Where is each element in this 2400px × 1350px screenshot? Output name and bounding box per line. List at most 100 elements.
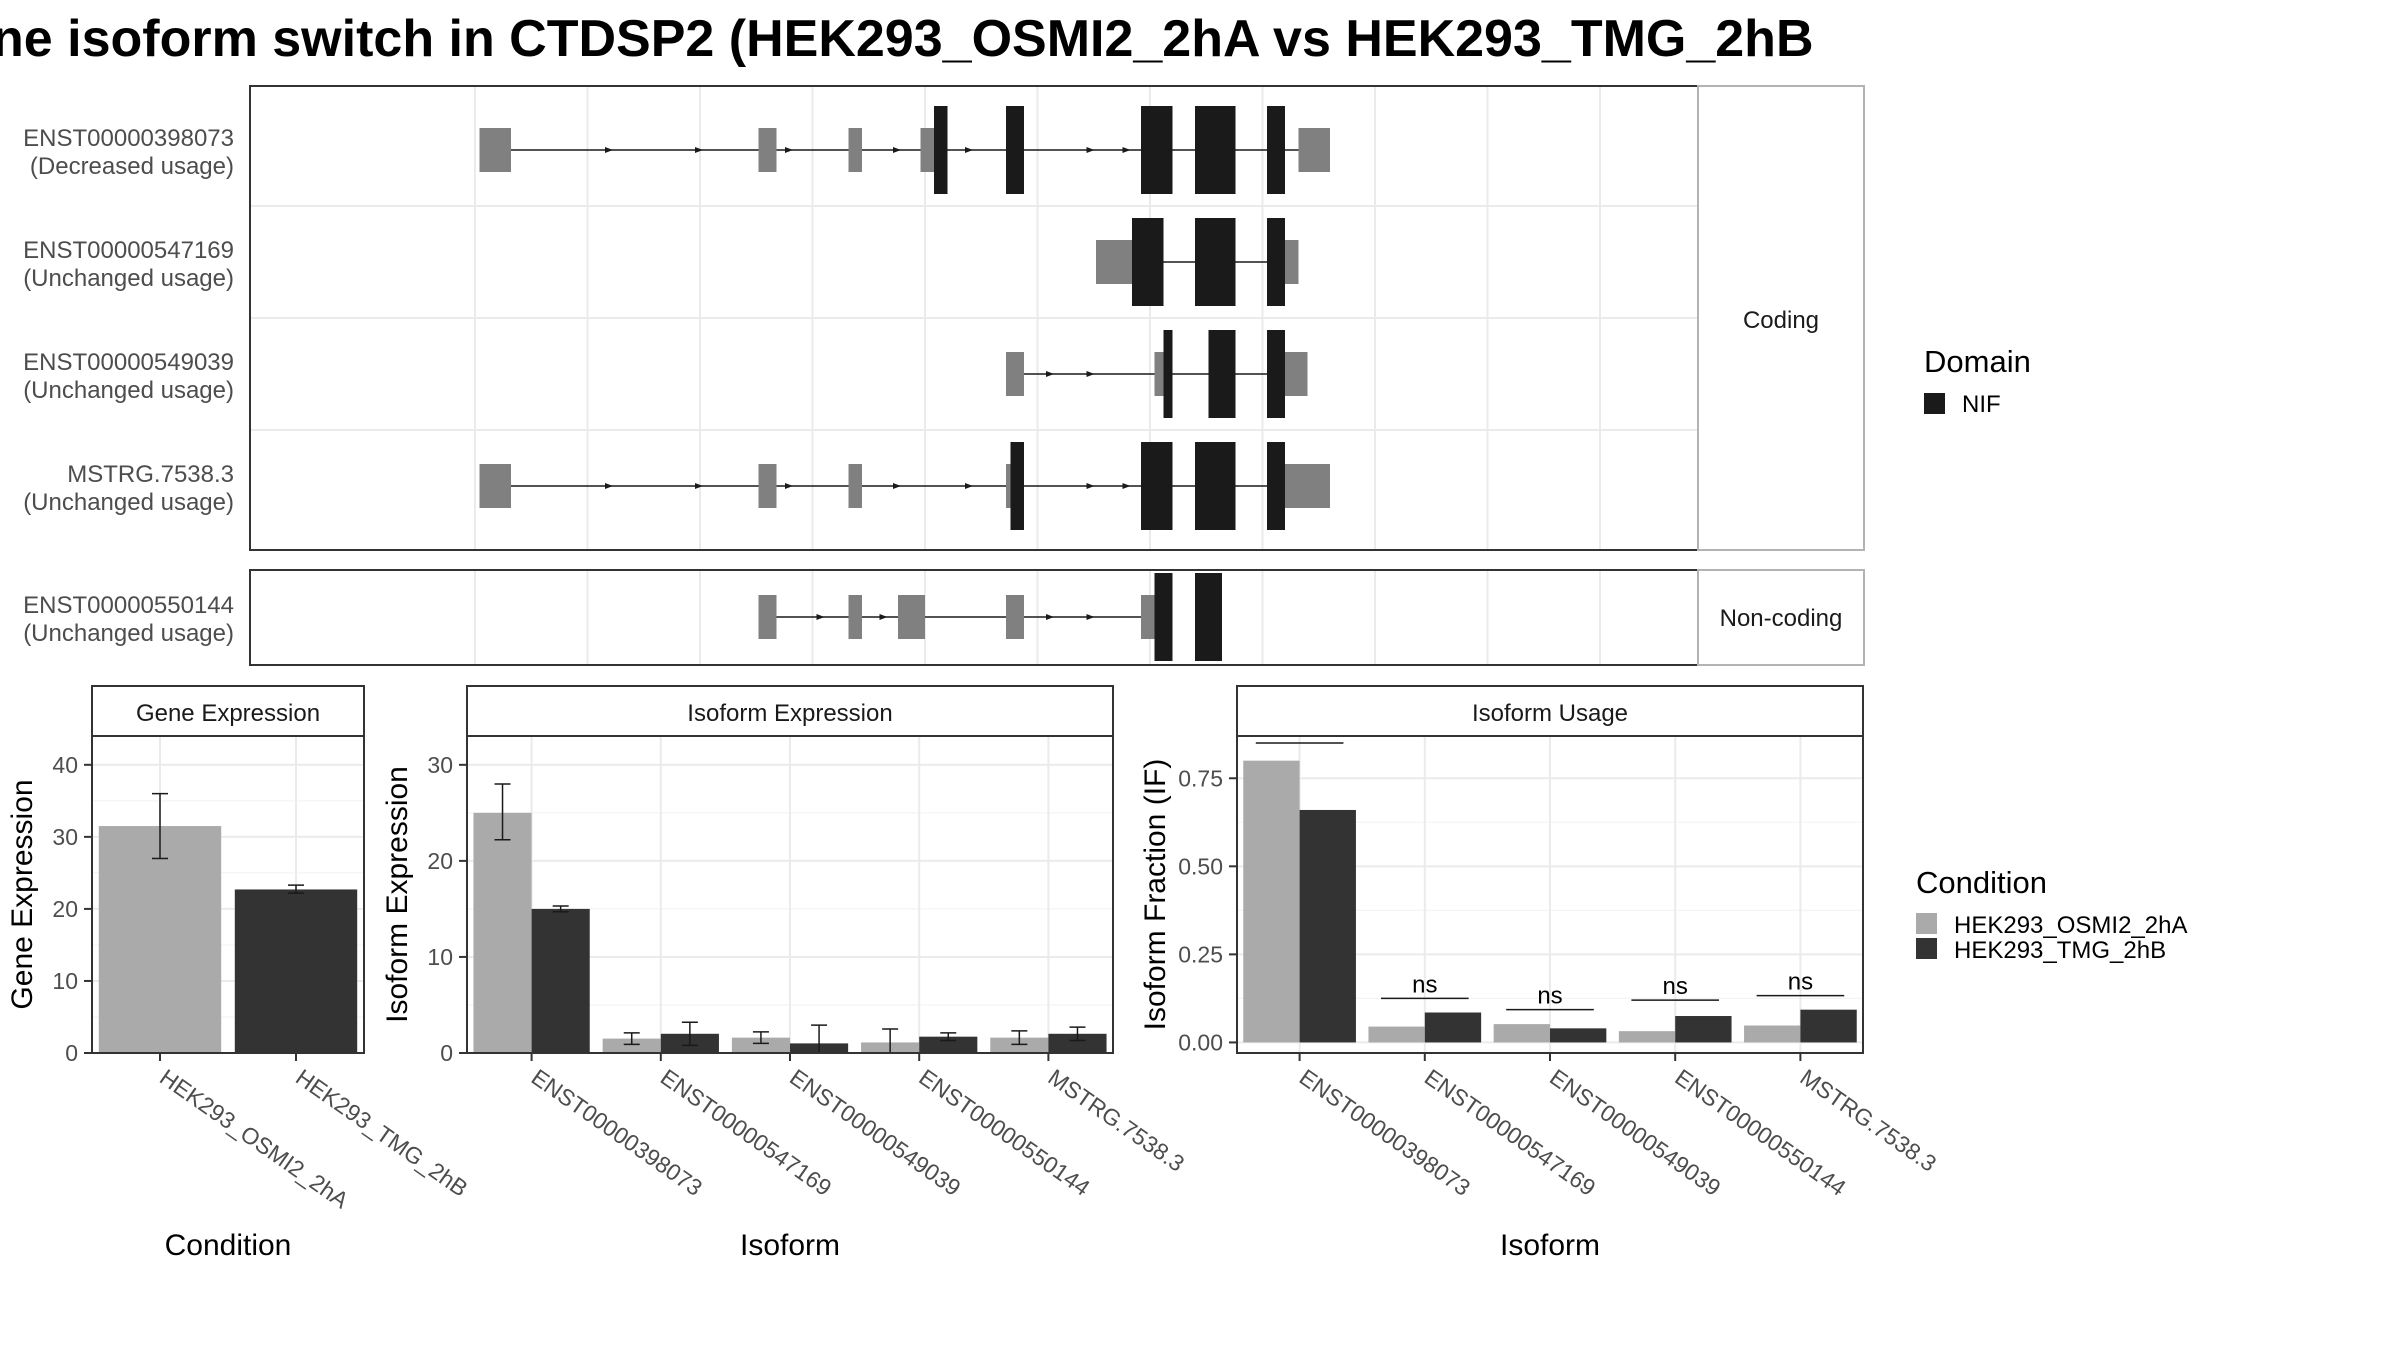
intron-arrow xyxy=(605,483,613,489)
utr-exon xyxy=(758,128,777,172)
nif-domain-exon xyxy=(1267,218,1285,306)
coding-strip xyxy=(1697,85,1865,551)
utr-exon xyxy=(479,128,511,172)
figure-title: ne isoform switch in CTDSP2 (HEK293_OSMI… xyxy=(0,10,1814,68)
transcript-id-label: ENST00000550144 xyxy=(23,592,234,619)
transcript-row: ENST00000398073(Decreased usage) xyxy=(23,106,1330,194)
nif-domain-exon xyxy=(1163,330,1173,418)
y-tick-label: 10 xyxy=(52,968,78,994)
intron-arrow xyxy=(1086,371,1095,377)
condition-b-legend-label: HEK293_TMG_2hB xyxy=(1954,937,2166,964)
y-tick-label: 20 xyxy=(427,848,453,874)
panel-title: Isoform Expression xyxy=(687,700,892,727)
utr-exon xyxy=(758,464,777,508)
bar xyxy=(602,1038,661,1053)
utr-exon xyxy=(1298,128,1330,172)
significance-label: ns xyxy=(1412,971,1437,998)
y-tick-label: 0 xyxy=(440,1040,453,1066)
nif-legend-label: NIF xyxy=(1962,391,2001,418)
intron-arrow xyxy=(695,483,703,489)
nif-legend-swatch xyxy=(1924,393,1945,414)
nif-domain-exon xyxy=(1267,330,1285,418)
intron-arrow xyxy=(965,147,973,153)
panel-title: Isoform Usage xyxy=(1472,700,1628,727)
utr-exon xyxy=(1285,464,1330,508)
intron-arrow xyxy=(816,614,825,620)
nif-domain-exon xyxy=(1006,106,1024,194)
y-tick-label: 30 xyxy=(427,752,453,778)
panel-strip xyxy=(91,685,365,737)
bar xyxy=(1550,1028,1607,1043)
intron-arrow xyxy=(1086,614,1095,620)
y-tick-label: 10 xyxy=(427,944,453,970)
condition-legend: Condition HEK293_OSMI2_2hA HEK293_TMG_2h… xyxy=(1916,865,2187,964)
nif-domain-exon xyxy=(1267,442,1285,530)
intron-arrow xyxy=(1086,147,1095,153)
transcript-usage-label: (Unchanged usage) xyxy=(23,620,234,647)
y-tick-label: 0.75 xyxy=(1178,765,1223,791)
intron-arrow xyxy=(1046,371,1054,377)
intron-arrow xyxy=(879,614,888,620)
utr-exon xyxy=(898,595,925,639)
x-axis-title: Isoform xyxy=(1500,1229,1600,1262)
x-axis-title: Isoform xyxy=(740,1229,840,1262)
transcript-row: ENST00000547169(Unchanged usage) xyxy=(23,218,1299,306)
transcript-usage-label: (Unchanged usage) xyxy=(23,377,234,404)
y-tick-label: 0.00 xyxy=(1178,1029,1223,1055)
isoform-expression-panel: Isoform Expression0102030ENST00000398073… xyxy=(381,685,1189,1262)
intron-arrow xyxy=(965,483,973,489)
utr-exon xyxy=(1096,240,1132,284)
y-tick-label: 0.50 xyxy=(1178,853,1223,879)
bar xyxy=(1675,1016,1732,1043)
panel-title: Gene Expression xyxy=(136,700,320,727)
utr-exon xyxy=(848,464,862,508)
intron-arrow xyxy=(893,483,901,489)
y-tick-label: 20 xyxy=(52,896,78,922)
transcript-row: ENST00000550144(Unchanged usage) xyxy=(23,573,1222,661)
utr-exon xyxy=(920,128,934,172)
transcript-row: ENST00000549039(Unchanged usage) xyxy=(23,330,1308,418)
intron-arrow xyxy=(1046,614,1054,620)
nif-domain-exon xyxy=(1208,330,1236,418)
nif-domain-exon xyxy=(1195,218,1236,306)
bar xyxy=(1299,809,1356,1043)
domain-legend: Domain NIF xyxy=(1924,344,2031,418)
condition-legend-title: Condition xyxy=(1916,865,2047,900)
utr-exon xyxy=(1154,352,1164,396)
intron-arrow xyxy=(1086,483,1095,489)
transcript-id-label: ENST00000549039 xyxy=(23,349,234,376)
noncoding-strip-label: Non-coding xyxy=(1720,605,1843,632)
panel-strip xyxy=(1236,685,1864,737)
y-axis-title: Isoform Expression xyxy=(381,766,414,1023)
bar xyxy=(1744,1025,1801,1043)
utr-exon xyxy=(848,128,862,172)
bar xyxy=(531,908,590,1053)
utr-exon xyxy=(1006,352,1024,396)
domain-legend-title: Domain xyxy=(1924,344,2031,379)
intron-arrow xyxy=(785,147,793,153)
utr-exon xyxy=(479,464,511,508)
y-axis-title: Isoform Fraction (IF) xyxy=(1139,759,1172,1031)
bar xyxy=(1243,760,1300,1043)
intron-arrow xyxy=(1122,483,1131,489)
transcript-id-label: MSTRG.7538.3 xyxy=(67,461,234,488)
transcript-usage-label: (Unchanged usage) xyxy=(23,489,234,516)
nif-domain-exon xyxy=(1195,573,1222,661)
expression-panels: Gene Expression010203040HEK293_OSMI2_2hA… xyxy=(6,685,1941,1262)
noncoding-strip xyxy=(1697,569,1865,666)
y-tick-label: 40 xyxy=(52,752,78,778)
x-axis-title: Condition xyxy=(165,1229,292,1262)
transcript-id-label: ENST00000398073 xyxy=(23,125,234,152)
y-tick-label: 0 xyxy=(65,1040,78,1066)
utr-exon xyxy=(848,595,862,639)
transcript-usage-label: (Decreased usage) xyxy=(30,153,234,180)
intron-arrow xyxy=(605,147,613,153)
intron-arrow xyxy=(1122,147,1131,153)
bar xyxy=(473,812,532,1053)
condition-a-legend-swatch xyxy=(1916,913,1937,934)
nif-domain-exon xyxy=(934,106,948,194)
transcript-id-label: ENST00000547169 xyxy=(23,237,234,264)
significance-label: ns xyxy=(1788,969,1813,996)
